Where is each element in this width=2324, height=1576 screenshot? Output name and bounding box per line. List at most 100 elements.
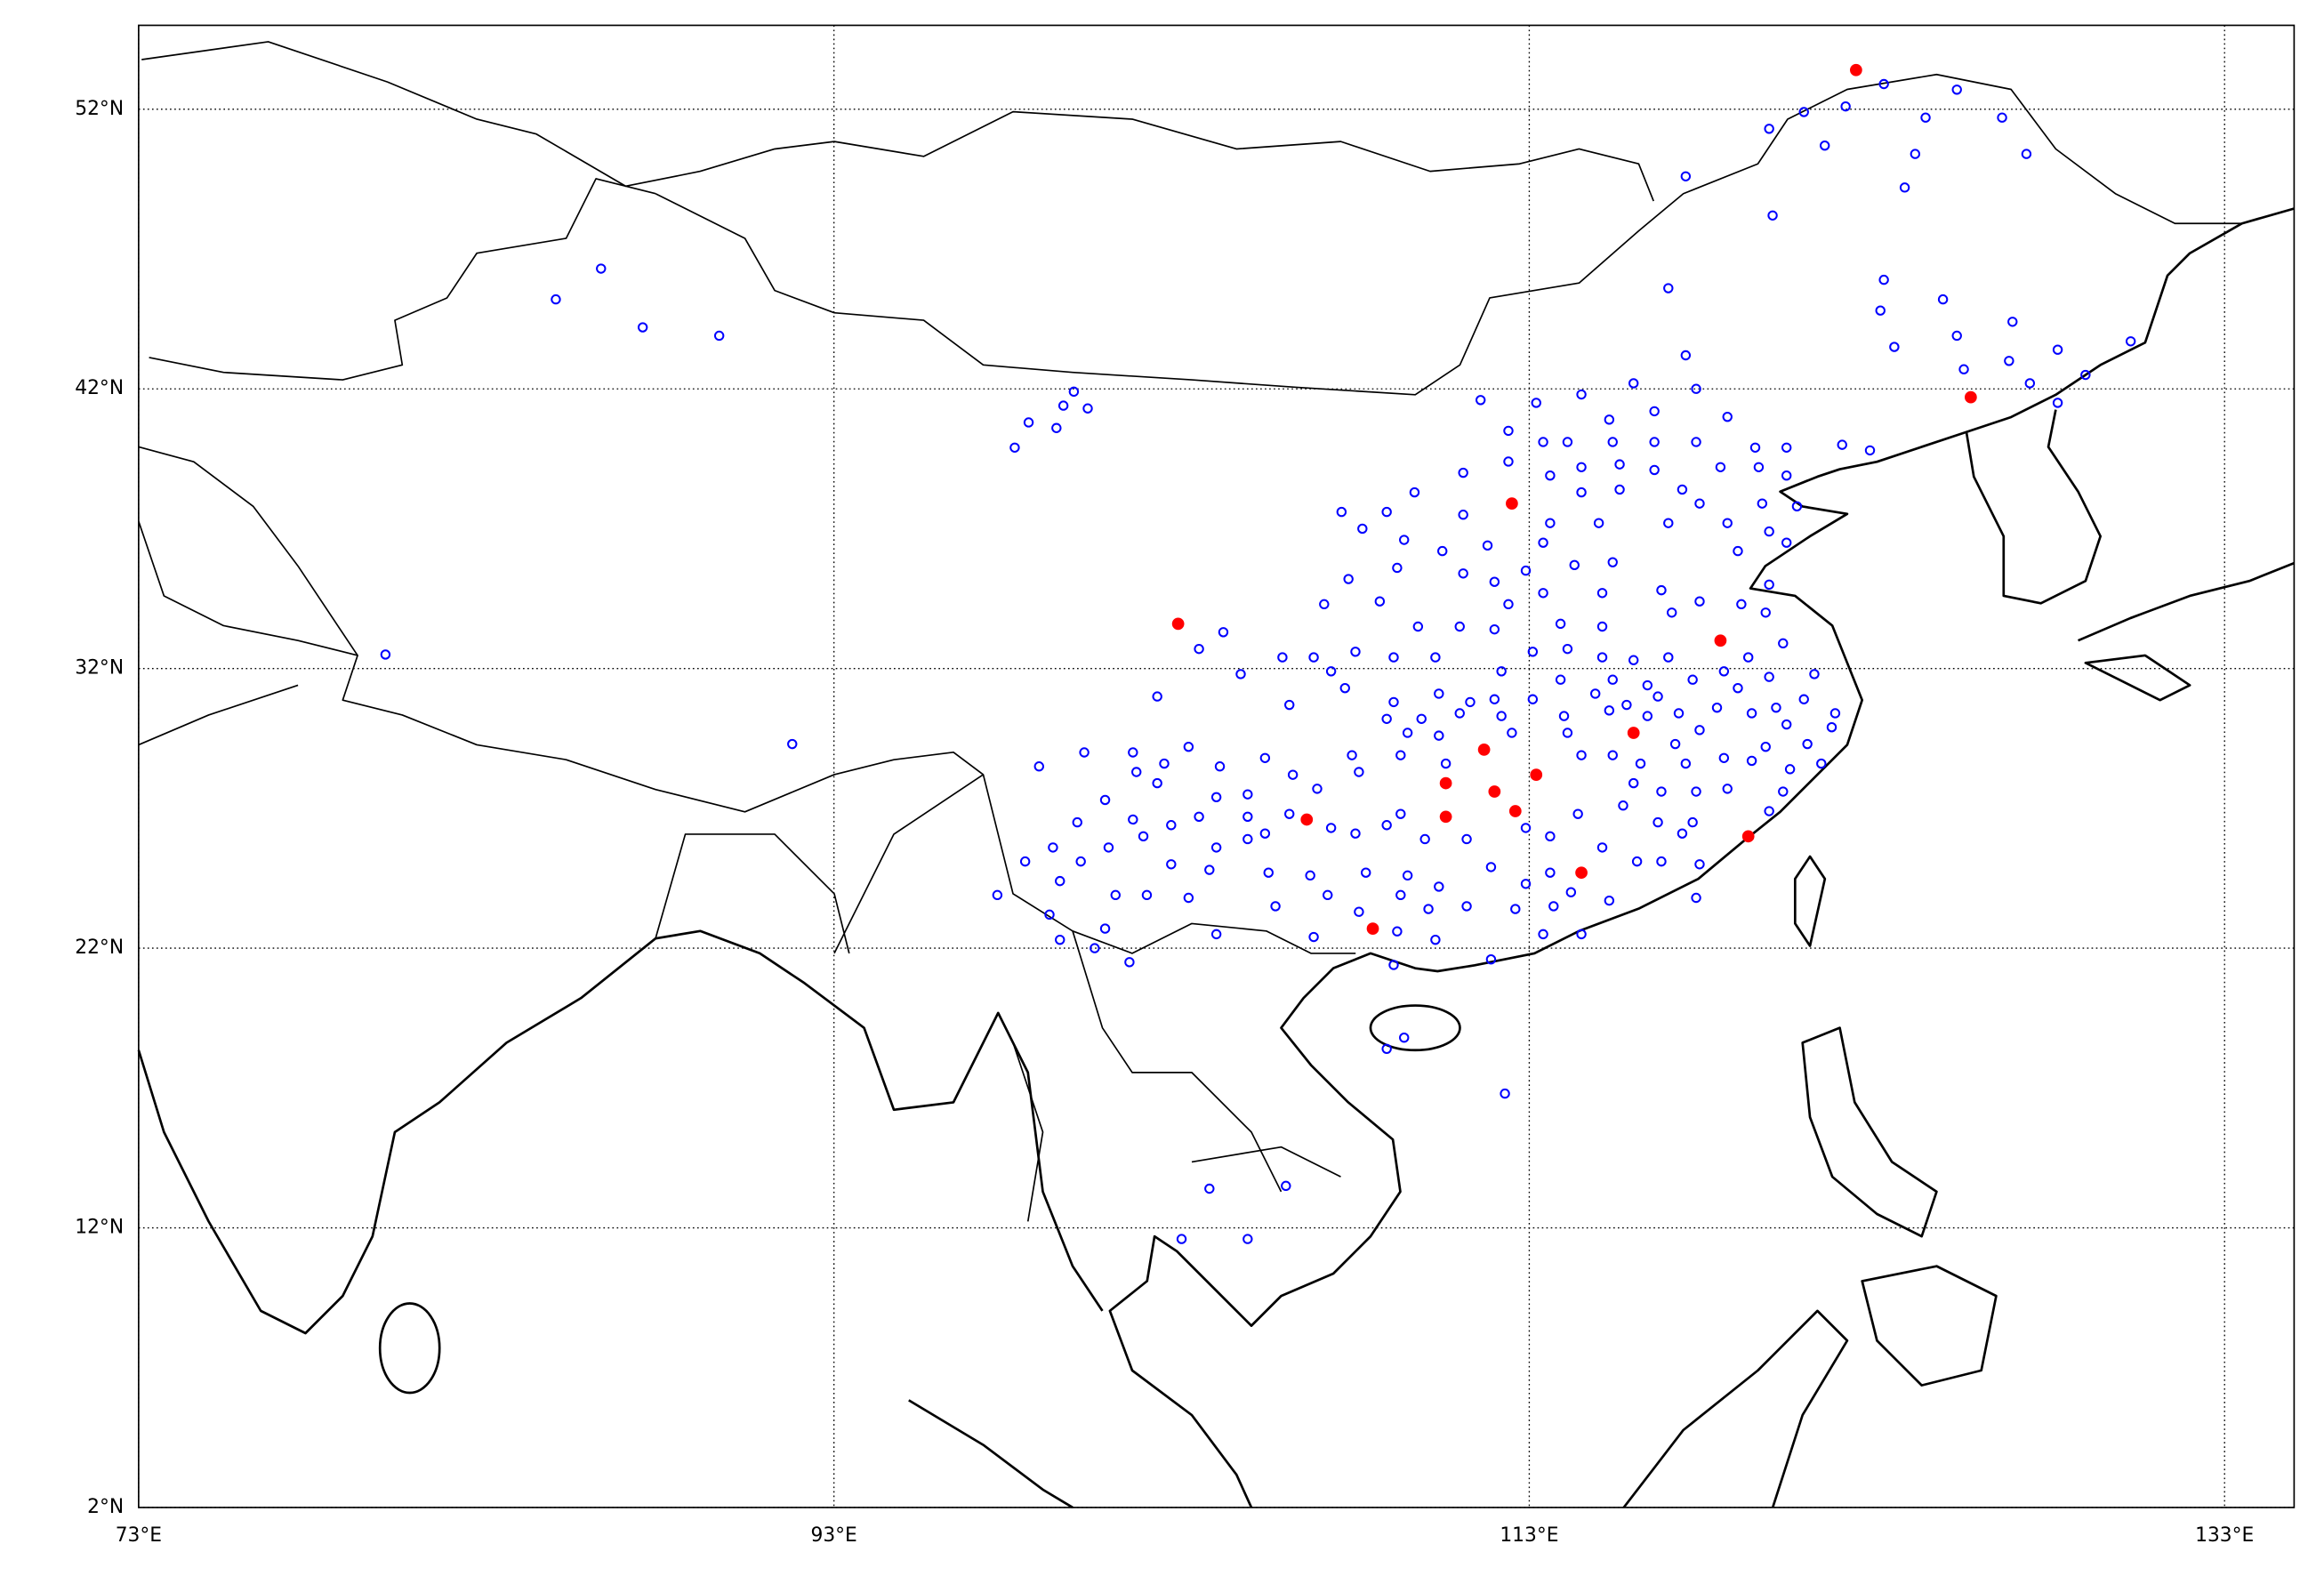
station	[1618, 800, 1628, 811]
station	[1079, 747, 1090, 758]
station	[1733, 682, 1743, 694]
station	[596, 263, 607, 274]
station	[1694, 859, 1705, 870]
station	[1354, 767, 1364, 777]
station	[1576, 486, 1587, 498]
station	[551, 293, 561, 305]
station	[1520, 823, 1532, 833]
y-tick-label: 22°N	[75, 937, 124, 959]
station	[1019, 856, 1031, 867]
station-highlight	[1488, 785, 1501, 798]
station	[1489, 576, 1500, 587]
station	[1075, 856, 1086, 867]
station	[1409, 486, 1420, 498]
station	[1259, 752, 1271, 763]
station-highlight	[1439, 776, 1452, 790]
station-highlight	[1741, 830, 1755, 843]
station	[1485, 862, 1497, 872]
station	[1691, 786, 1701, 797]
station	[1527, 647, 1539, 657]
station	[1440, 758, 1451, 769]
station	[637, 322, 648, 333]
borneo-coast	[1622, 1309, 1849, 1508]
station	[1691, 892, 1701, 904]
station	[1590, 688, 1601, 699]
station	[1009, 442, 1020, 453]
station	[1607, 750, 1618, 760]
station	[1576, 462, 1587, 472]
station	[1308, 652, 1319, 663]
station	[1545, 867, 1556, 878]
hainan	[1369, 1004, 1461, 1052]
station	[1778, 786, 1789, 797]
station	[1458, 467, 1468, 478]
station	[1809, 669, 1820, 679]
station	[1764, 526, 1774, 537]
station	[1465, 696, 1476, 708]
station	[1997, 112, 2007, 123]
station	[1555, 674, 1566, 685]
station-highlight	[1506, 497, 1518, 511]
station	[1680, 758, 1692, 769]
station	[1141, 889, 1153, 901]
station	[1152, 777, 1162, 789]
station	[1051, 422, 1062, 433]
station	[1033, 761, 1044, 772]
station	[1680, 350, 1692, 361]
station	[1760, 607, 1771, 618]
station	[1694, 596, 1705, 607]
station	[1242, 811, 1253, 823]
station	[1596, 621, 1608, 632]
sumatra-coast	[908, 1399, 1074, 1509]
station	[1242, 833, 1253, 845]
station	[1218, 627, 1229, 638]
station	[1691, 437, 1701, 447]
station	[1781, 442, 1792, 453]
station	[1434, 688, 1444, 699]
y-tick-label: 12°N	[75, 1217, 124, 1239]
station	[1621, 699, 1632, 711]
station	[1545, 518, 1556, 528]
station	[1604, 414, 1615, 425]
station	[1798, 694, 1809, 704]
station	[1663, 283, 1674, 293]
station-highlight	[1627, 727, 1640, 739]
station	[1742, 652, 1754, 663]
station	[1673, 708, 1685, 719]
station	[1784, 764, 1796, 775]
station	[1204, 864, 1215, 875]
station	[1381, 1043, 1392, 1054]
station	[1680, 171, 1692, 181]
station	[1733, 545, 1743, 557]
station	[1138, 831, 1149, 842]
station	[1350, 828, 1361, 839]
station	[1607, 437, 1618, 447]
station	[2125, 336, 2136, 347]
station	[1628, 655, 1639, 665]
station	[1381, 820, 1392, 831]
station	[1412, 621, 1424, 632]
station	[1649, 406, 1660, 417]
station	[1350, 647, 1361, 657]
station	[1764, 124, 1774, 134]
station	[1746, 755, 1757, 767]
station	[1099, 794, 1111, 806]
station	[1520, 879, 1532, 889]
station	[1263, 867, 1274, 878]
station	[1614, 484, 1625, 495]
station	[1722, 784, 1733, 794]
station	[1176, 1234, 1187, 1244]
station-highlight	[1508, 805, 1522, 817]
station	[1503, 425, 1514, 437]
station	[1461, 901, 1472, 912]
station	[1565, 887, 1577, 897]
station	[1305, 870, 1315, 881]
station	[1951, 84, 1962, 95]
station	[380, 649, 391, 660]
station-highlight	[1714, 634, 1727, 647]
border	[655, 73, 2242, 396]
station	[1764, 671, 1774, 682]
station	[1653, 691, 1663, 702]
station	[1381, 506, 1392, 518]
